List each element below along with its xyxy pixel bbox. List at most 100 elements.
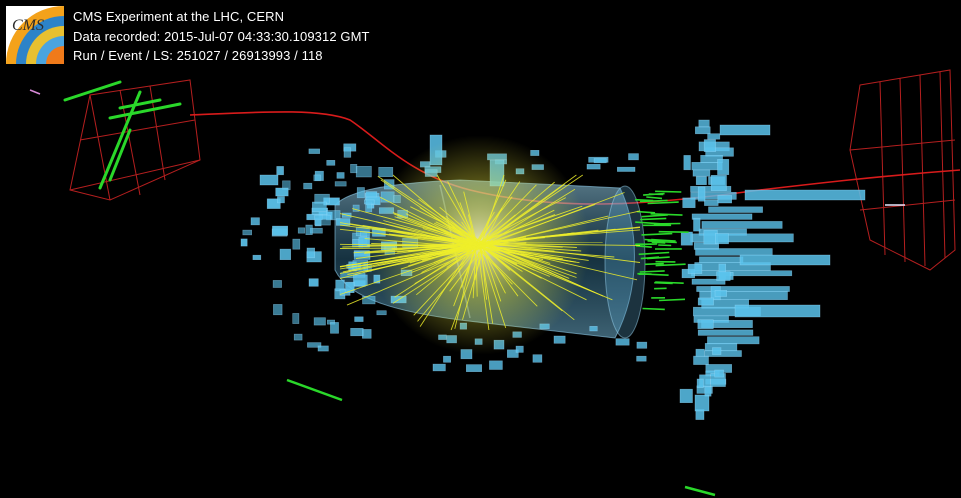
calorimeter-tower: [714, 289, 727, 297]
calorimeter-tower: [636, 355, 647, 362]
calorimeter-tower: [326, 160, 336, 166]
calorimeter-tower: [616, 166, 636, 172]
particle-track: [481, 207, 503, 248]
particle-track: [477, 197, 567, 244]
calorimeter-tower: [355, 166, 372, 178]
particle-track: [480, 242, 502, 302]
calorimeter-tower: [701, 221, 783, 229]
calorimeter-tower: [240, 238, 248, 247]
calorimeter-tower: [707, 336, 760, 345]
tracker-hit: [658, 244, 672, 247]
muon-chamber-left: [69, 79, 201, 201]
calorimeter-tower: [297, 227, 306, 234]
muon-chamber-right: [849, 69, 956, 271]
calorimeter-tower: [336, 172, 345, 179]
calorimeter-tower: [691, 278, 726, 285]
calorimeter-tower: [739, 254, 831, 266]
calorimeter-tower: [694, 126, 711, 135]
tracker-hit: [640, 217, 667, 221]
hit-segment: [684, 485, 716, 497]
calorimeter-tower: [307, 342, 322, 348]
particle-tracks: [339, 174, 641, 331]
calorimeter-tower: [695, 348, 705, 357]
calorimeter-tower: [615, 338, 630, 346]
particle-track: [392, 174, 478, 247]
calorimeter-tower: [532, 354, 543, 363]
particle-track: [462, 247, 485, 320]
tracker-hits: [634, 190, 689, 311]
particle-track: [478, 209, 555, 248]
recorded-label: Data recorded: 2015-Jul-07 04:33:30.1093…: [73, 28, 370, 44]
tracker-hit: [641, 232, 673, 236]
calorimeter-tower: [690, 186, 732, 193]
tracker-hit: [635, 221, 663, 225]
calorimeter-tower: [272, 225, 288, 236]
particle-track: [353, 242, 482, 254]
tracker-hit: [647, 201, 679, 205]
particle-track: [482, 246, 613, 301]
tracker-hit: [655, 263, 686, 267]
calorimeter-tower: [276, 166, 284, 176]
calorimeter-tower: [708, 206, 763, 213]
particle-track: [475, 242, 478, 297]
particle-track: [481, 245, 542, 279]
event-info: CMS Experiment at the LHC, CERN Data rec…: [73, 6, 370, 66]
particle-track: [475, 181, 521, 247]
calorimeter-tower: [704, 350, 742, 357]
particle-track: [480, 181, 555, 246]
particle-track: [477, 241, 519, 297]
particle-track: [436, 174, 479, 247]
particle-track: [476, 246, 490, 331]
particle-track: [475, 242, 527, 247]
tracker-hit: [658, 298, 686, 302]
tracker-hit: [646, 256, 670, 260]
particle-track: [479, 243, 575, 321]
calorimeter-tower: [273, 304, 283, 316]
calorimeter-tower: [330, 322, 339, 334]
particle-track: [479, 242, 577, 278]
calorimeter-tower: [305, 224, 313, 235]
calorimeter-tower: [695, 248, 773, 256]
calorimeter-tower: [687, 263, 703, 274]
calorimeter-tower: [734, 304, 821, 318]
particle-track: [453, 246, 477, 307]
calorimeter-tower: [719, 124, 771, 136]
calorimeter-tower: [358, 236, 370, 248]
calorimeter-tower: [277, 196, 285, 204]
calorimeter-tower: [682, 197, 696, 208]
particle-track: [483, 237, 545, 243]
calorimeter-tower: [311, 201, 327, 212]
calorimeter-tower: [292, 238, 301, 250]
particle-track: [450, 247, 482, 331]
calorimeter-tower: [306, 247, 315, 259]
particle-track: [339, 222, 482, 248]
calorimeter-tower: [636, 341, 648, 349]
calorimeter-tower: [308, 148, 320, 154]
calorimeter-tower: [717, 159, 730, 176]
calorimeter-tower: [376, 310, 387, 316]
particle-track: [377, 175, 478, 244]
calorimeter-tower: [272, 280, 282, 288]
calorimeter-tower: [378, 167, 394, 178]
tracker-hit: [635, 245, 652, 248]
cms-logo-icon: CMS: [6, 6, 64, 64]
particle-track: [339, 242, 477, 280]
calorimeter-tower: [691, 213, 753, 220]
calorimeter-tower: [313, 317, 326, 326]
run-label: Run / Event / LS: 251027 / 26913993 / 11…: [73, 48, 323, 63]
calorimeter-tower: [694, 394, 710, 412]
calorimeter-tower: [696, 286, 790, 292]
calorimeter-tower: [353, 274, 368, 286]
muon-hits-left: [63, 80, 182, 190]
experiment-label: CMS Experiment at the LHC, CERN: [73, 9, 285, 24]
calorimeter-towers-right: [679, 119, 866, 420]
calorimeter-tower: [690, 192, 737, 200]
particle-track: [477, 229, 641, 243]
calorimeter-tower: [704, 199, 719, 206]
event-header: CMS CMS Experiment at the LHC, CERN Data…: [6, 6, 370, 70]
calorimeter-tower: [343, 147, 352, 158]
calorimeter-tower: [703, 139, 716, 153]
tracker-hit: [655, 190, 682, 193]
calorimeter-tower: [365, 191, 378, 198]
particle-track: [380, 196, 478, 248]
